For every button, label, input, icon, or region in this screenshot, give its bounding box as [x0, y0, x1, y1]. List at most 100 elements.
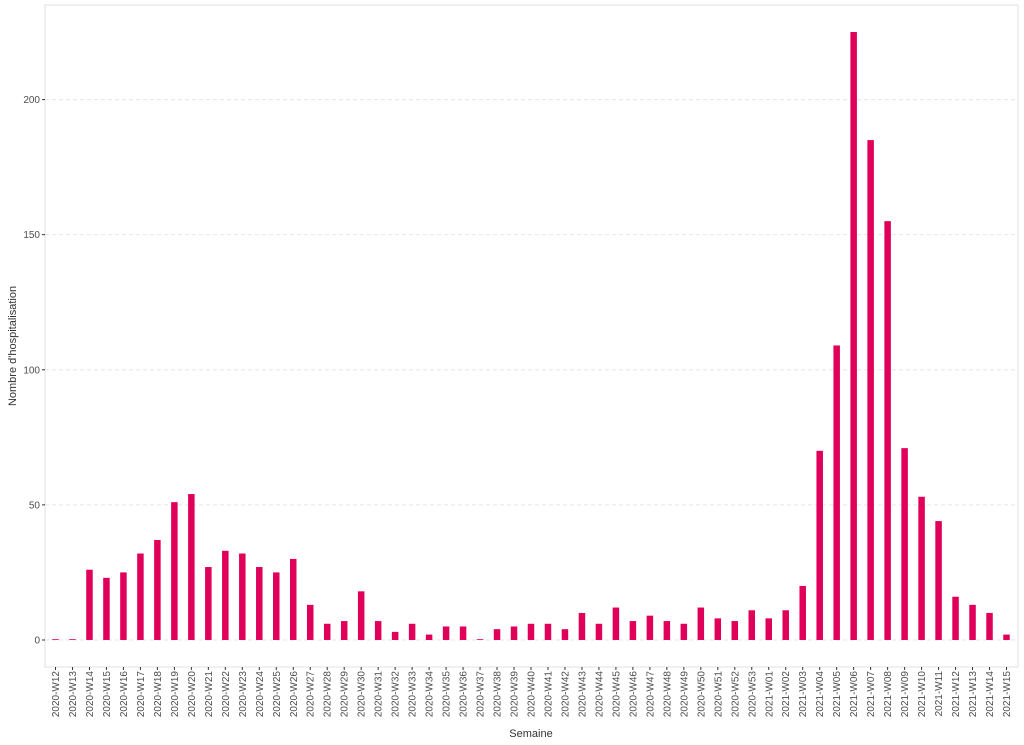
bar-2020-W18 [154, 540, 161, 640]
bar-2020-W12 [52, 639, 59, 640]
x-tick-label: 2021-W14 [985, 671, 996, 718]
bar-2020-W44 [595, 623, 603, 640]
bar-2020-W29 [340, 621, 348, 640]
bar-2020-W32 [391, 631, 399, 640]
bar-2021-W01 [765, 618, 772, 640]
bar-2020-W50 [697, 607, 705, 640]
bars [52, 32, 1010, 640]
bar-2020-W51 [714, 618, 722, 640]
x-tick-label: 2021-W13 [968, 671, 979, 718]
bar-2020-W30 [357, 591, 365, 640]
bar-2020-W14 [86, 569, 93, 640]
bar-2021-W12 [952, 596, 959, 640]
bar-2020-W38 [493, 629, 501, 640]
x-tick-label: 2020-W47 [645, 671, 656, 718]
bar-2020-W37 [476, 639, 484, 640]
x-tick-label: 2020-W13 [68, 671, 79, 718]
bar-2020-W36 [459, 626, 467, 640]
x-tick-label: 2020-W35 [442, 671, 453, 718]
x-tick-label: 2020-W48 [662, 671, 673, 718]
x-tick-label: 2021-W04 [815, 671, 826, 718]
x-tick-label: 2021-W07 [866, 671, 877, 718]
bar-2021-W04 [816, 450, 823, 640]
bar-2021-W13 [969, 604, 976, 640]
x-tick-label: 2021-W08 [883, 671, 894, 718]
bar-2020-W40 [527, 623, 535, 640]
x-tick-label: 2020-W39 [510, 671, 521, 718]
bar-2020-W35 [442, 626, 450, 640]
x-tick-label: 2020-W46 [628, 671, 639, 718]
x-tick-label: 2020-W20 [187, 671, 198, 718]
x-tick-label: 2020-W21 [204, 671, 215, 718]
bar-2021-W11 [935, 521, 942, 640]
bar-2020-W24 [256, 567, 263, 640]
bar-2020-W16 [120, 572, 127, 640]
bar-2020-W53 [748, 610, 756, 640]
x-tick-label: 2020-W36 [459, 671, 470, 718]
x-tick-label: 2020-W33 [408, 671, 419, 718]
bar-2021-W14 [986, 612, 993, 640]
x-tick-label: 2020-W50 [696, 671, 707, 718]
bar-2020-W31 [374, 621, 382, 640]
bar-2021-W02 [782, 610, 789, 640]
x-tick-label: 2021-W05 [832, 671, 843, 718]
x-tick-label: 2020-W12 [51, 671, 62, 718]
x-tick-label: 2020-W38 [493, 671, 504, 718]
bar-2021-W03 [799, 585, 806, 640]
bar-2021-W07 [867, 140, 874, 640]
bar-2020-W13 [69, 639, 76, 640]
x-tick-label: 2020-W45 [611, 671, 622, 718]
bar-2020-W23 [239, 553, 246, 640]
x-tick-label: 2020-W44 [594, 671, 605, 718]
x-tick-label: 2020-W23 [238, 671, 249, 718]
bar-2021-W05 [833, 345, 840, 640]
x-tick-label: 2021-W03 [798, 671, 809, 718]
bar-2020-W34 [425, 634, 433, 640]
bar-2021-W09 [901, 448, 908, 640]
bar-2020-W49 [680, 623, 688, 640]
bar-2020-W39 [510, 626, 518, 640]
bar-2020-W21 [205, 567, 212, 640]
x-tick-label: 2020-W42 [560, 671, 571, 718]
x-tick-label: 2020-W43 [577, 671, 588, 718]
bar-2020-W25 [273, 572, 280, 640]
bar-2020-W26 [290, 558, 297, 640]
x-tick-label: 2020-W30 [357, 671, 368, 718]
x-tick-label: 2021-W12 [951, 671, 962, 718]
bar-2020-W19 [171, 502, 178, 640]
x-tick-label: 2020-W27 [306, 671, 317, 718]
y-tick-label: 100 [23, 365, 40, 376]
bar-2020-W22 [222, 550, 229, 640]
x-tick-label: 2020-W52 [730, 671, 741, 718]
x-tick-label: 2020-W18 [153, 671, 164, 718]
bar-2020-W46 [629, 621, 637, 640]
bar-2020-W33 [408, 623, 416, 640]
x-axis: 2020-W12 2020-W13 2020-W14 2020-W15 2020-W16… [51, 667, 1013, 717]
x-tick-label: 2020-W41 [543, 671, 554, 718]
x-tick-label: 2020-W29 [340, 671, 351, 718]
x-tick-label: 2020-W14 [85, 671, 96, 718]
bar-2021-W06 [850, 32, 857, 640]
y-tick-label: 200 [23, 95, 40, 106]
x-axis-title: Semaine [509, 728, 552, 740]
bar-2020-W20 [188, 494, 195, 640]
bar-2020-W52 [731, 621, 739, 640]
y-tick-label: 150 [23, 230, 40, 241]
bar-2021-W15 [1003, 634, 1010, 640]
x-tick-label: 2020-W49 [679, 671, 690, 718]
x-tick-label: 2021-W09 [900, 671, 911, 718]
x-tick-label: 2020-W31 [374, 671, 385, 718]
x-tick-label: 2020-W32 [391, 671, 402, 718]
y-tick-label: 0 [34, 635, 40, 646]
x-tick-label: 2021-W10 [917, 671, 928, 718]
x-tick-label: 2020-W26 [289, 671, 300, 718]
x-tick-label: 2021-W06 [849, 671, 860, 718]
bar-2020-W15 [103, 577, 110, 640]
x-tick-label: 2020-W25 [272, 671, 283, 718]
x-tick-label: 2020-W37 [476, 671, 487, 718]
x-tick-label: 2021-W15 [1002, 671, 1013, 718]
bar-2020-W42 [561, 629, 569, 640]
grid-lines [45, 99, 1018, 641]
bar-2020-W41 [544, 623, 552, 640]
y-tick-label: 50 [29, 500, 41, 511]
